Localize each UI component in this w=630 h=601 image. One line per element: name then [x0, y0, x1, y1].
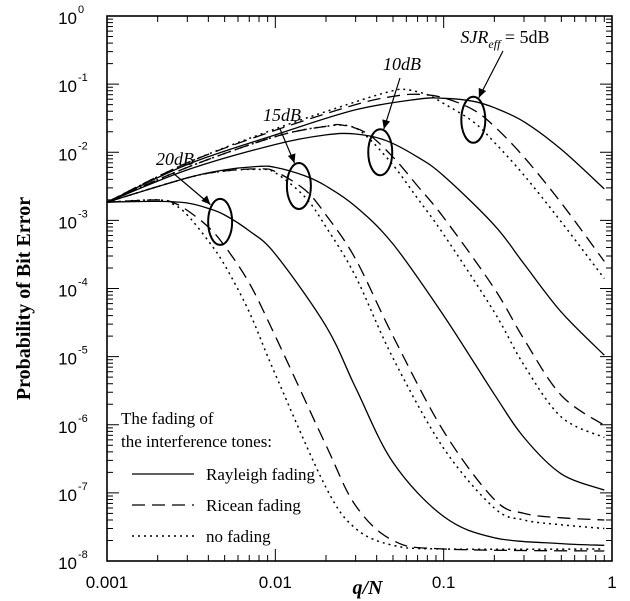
- series-line-20dB-dotted: [106, 199, 605, 551]
- y-tick-label-exponent: -3: [78, 208, 88, 220]
- y-tick-label-exponent: -8: [78, 549, 88, 561]
- y-tick-label-base: 10: [58, 145, 77, 164]
- y-tick-label-base: 10: [58, 213, 77, 232]
- annotation-arrowhead-15dB: [287, 153, 296, 164]
- y-tick-label-base: 10: [58, 554, 77, 573]
- series-line-20dB-dashed: [106, 199, 605, 552]
- series-line-5dB-solid: [106, 97, 605, 203]
- y-tick-label-exponent: 0: [78, 4, 84, 16]
- y-tick-label-exponent: -1: [78, 72, 88, 84]
- legend-entry-label: Rayleigh fading: [206, 465, 316, 484]
- y-tick-label-base: 10: [58, 9, 77, 28]
- series-line-10dB-solid: [106, 132, 605, 356]
- annotation-arrowhead-10dB: [382, 119, 391, 130]
- series-line-5dB-dotted: [106, 88, 605, 279]
- y-tick-label-base: 10: [58, 486, 77, 505]
- legend-title: the interference tones:: [121, 432, 272, 451]
- x-tick-label: 0.1: [432, 573, 456, 592]
- y-tick-label-exponent: -7: [78, 481, 88, 493]
- legend-title: The fading of: [121, 409, 214, 428]
- x-tick-label: 0.01: [259, 573, 292, 592]
- y-tick-label-base: 10: [58, 350, 77, 369]
- series-line-15dB-solid: [106, 165, 605, 491]
- annotation-label-20dB: 20dB: [156, 149, 194, 169]
- y-tick-label-base: 10: [58, 418, 77, 437]
- legend-entry-label: Ricean fading: [206, 496, 301, 515]
- x-tick-label: 1: [607, 573, 616, 592]
- annotation-label-5dB: SJReff = 5dB: [460, 27, 549, 51]
- series-line-10dB-dashed: [106, 123, 605, 426]
- legend: The fading of the interference tones: Rayl…: [121, 409, 316, 546]
- annotation-arrowhead-5dB: [478, 87, 487, 98]
- y-tick-label-exponent: -2: [78, 140, 88, 152]
- series-line-15dB-dotted: [106, 168, 605, 530]
- y-tick-label-exponent: -4: [78, 277, 88, 289]
- y-tick-label-base: 10: [58, 77, 77, 96]
- plot-area-frame: [106, 15, 613, 562]
- series-layer: [106, 88, 605, 552]
- x-tick-label: 0.001: [86, 573, 129, 592]
- series-line-5dB-dashed: [106, 93, 605, 262]
- annotation-label-10dB: 10dB: [383, 54, 421, 74]
- series-line-15dB-dashed: [106, 168, 605, 521]
- annotation-ellipse-15dB: [285, 161, 312, 210]
- annotation-label-15dB: 15dB: [263, 105, 301, 125]
- legend-entry-label: no fading: [206, 527, 271, 546]
- x-axis-title: q/N: [353, 577, 385, 599]
- y-tick-label-base: 10: [58, 282, 77, 301]
- y-axis-title: Probability of Bit Error: [13, 197, 35, 400]
- annotation-ellipse-10dB: [367, 128, 394, 177]
- annotation-layer: SJReff = 5dB 10dB 15dB 20dB: [156, 27, 550, 246]
- y-tick-label-exponent: -5: [78, 345, 88, 357]
- series-line-20dB-solid: [106, 200, 605, 546]
- annotation-arrowhead-20dB: [201, 195, 211, 205]
- y-tick-label-exponent: -6: [78, 413, 88, 425]
- annotation-ellipse-20dB: [207, 197, 234, 246]
- annotation-ellipse-5dB: [460, 95, 487, 144]
